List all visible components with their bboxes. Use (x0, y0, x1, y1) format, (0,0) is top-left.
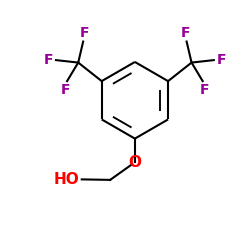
Text: F: F (44, 53, 53, 67)
Text: F: F (181, 26, 190, 40)
Text: O: O (128, 154, 141, 170)
Text: F: F (80, 26, 89, 40)
Text: HO: HO (54, 172, 80, 187)
Text: F: F (60, 83, 70, 97)
Text: F: F (200, 83, 209, 97)
Text: F: F (217, 53, 226, 67)
